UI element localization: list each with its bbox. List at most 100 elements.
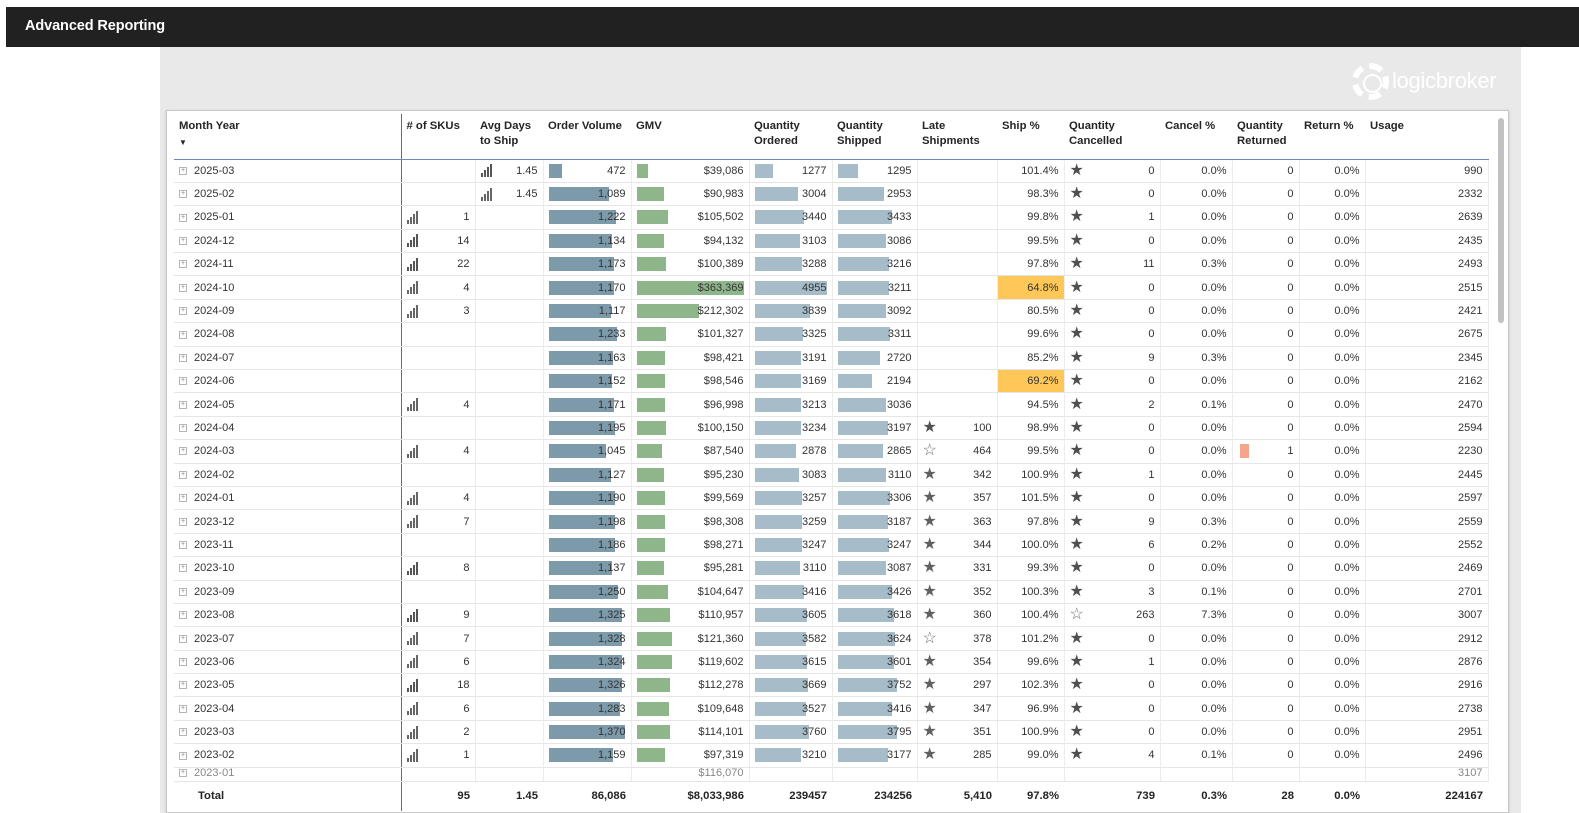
table-row[interactable]: +2024-01 4 1,190 $99,569 3257 3306 ★ 357 101.5% ★…: [174, 486, 1489, 511]
expand-row-icon[interactable]: +: [179, 400, 187, 409]
month-year-cell: +2023-04: [174, 696, 402, 721]
expand-row-icon[interactable]: +: [179, 751, 187, 760]
qty-shipped-value: 2720: [887, 351, 912, 364]
return-pct: 0.0%: [1299, 603, 1366, 628]
table-row[interactable]: +2024-10 4 1,170 $363,369 4955 3211 64.8% ★ 0 0.0…: [174, 275, 1489, 300]
qty-ordered-wrap: 3760: [754, 723, 827, 741]
order-volume-cell: 1,173: [543, 252, 632, 277]
expand-row-icon[interactable]: +: [179, 447, 187, 456]
col-header-qty-ordered[interactable]: Quantity Ordered: [749, 114, 832, 160]
col-header-month-year[interactable]: Month Year ▼: [174, 114, 402, 160]
expand-row-icon[interactable]: +: [179, 330, 187, 339]
expand-row-icon[interactable]: +: [179, 166, 187, 175]
table-row[interactable]: +2023-03 2 1,370 $114,101 3760 3795 ★ 351 100.9%…: [174, 720, 1489, 745]
col-header-cancel-pct[interactable]: Cancel %: [1160, 114, 1232, 160]
usage: 2515: [1365, 275, 1489, 300]
vertical-scrollbar[interactable]: [1498, 118, 1504, 323]
expand-row-icon[interactable]: +: [179, 236, 187, 245]
expand-row-icon[interactable]: +: [179, 307, 187, 316]
star-filled-icon: ★: [1069, 629, 1084, 647]
avg-days-cell: [475, 580, 544, 604]
table-row[interactable]: +2023-08 9 1,325 $110,957 3605 3618 ★ 360 100.4%…: [174, 603, 1489, 628]
expand-row-icon[interactable]: +: [179, 424, 187, 433]
expand-row-icon[interactable]: +: [179, 728, 187, 737]
expand-row-icon[interactable]: +: [179, 470, 187, 479]
table-row[interactable]: +2023-04 6 1,283 $109,648 3527 3416 ★ 347 96.9% ★…: [174, 696, 1489, 721]
table-row[interactable]: +2023-02 1 1,159 $97,319 3210 3177 ★ 285 99.0% ★ 4…: [174, 743, 1489, 768]
col-header-avg-days[interactable]: Avg Days to Ship: [475, 114, 543, 160]
late-shipments-wrap: [923, 232, 992, 250]
col-header-skus[interactable]: # of SKUs: [401, 114, 475, 160]
expand-row-icon[interactable]: +: [179, 377, 187, 386]
expand-row-icon[interactable]: +: [179, 283, 187, 292]
col-header-order-volume[interactable]: Order Volume: [543, 114, 631, 160]
star-filled-icon: ★: [1069, 231, 1084, 249]
table-row[interactable]: +2025-01 1 1,222 $105,502 3440 3433 99.8% ★ 1 0.0…: [174, 205, 1489, 230]
expand-row-icon[interactable]: +: [179, 587, 187, 596]
gmv-bar: [636, 374, 666, 389]
qty-ordered-bar: [754, 304, 810, 319]
qty-ordered-value: 3527: [802, 702, 827, 715]
expand-row-icon[interactable]: +: [179, 611, 187, 620]
table-row[interactable]: +2024-07 1,163 $98,421 3191 2720 85.2% ★ 9 0.3% 0…: [174, 346, 1489, 371]
col-header-late-shipments[interactable]: Late Shipments: [917, 114, 997, 160]
col-header-gmv[interactable]: GMV: [631, 114, 749, 160]
table-row[interactable]: +2025-02 1.45 1,089 $90,983 3004 2953 98.3% ★ 0 0…: [174, 182, 1489, 207]
logicbroker-logo: logicbroker: [1352, 62, 1497, 100]
qty-shipped-value: 2194: [887, 375, 912, 388]
qty-returned-wrap: 0: [1238, 279, 1293, 297]
col-header-qty-cancelled[interactable]: Quantity Cancelled: [1064, 114, 1160, 160]
col-header-ship-pct[interactable]: Ship %: [997, 114, 1064, 160]
sort-desc-icon[interactable]: ▼: [179, 138, 187, 147]
expand-row-icon[interactable]: +: [179, 564, 187, 573]
col-header-qty-returned[interactable]: Quantity Returned: [1232, 114, 1299, 160]
expand-row-icon[interactable]: +: [179, 494, 187, 503]
table-row[interactable]: +2024-06 1,152 $98,546 3169 2194 69.2% ★ 0 0.0% 0…: [174, 369, 1489, 394]
table-row-partial[interactable]: +2023-01 $116,070 3107: [174, 767, 1489, 782]
table-row[interactable]: +2023-05 18 1,326 $112,278 3669 3752 ★ 297 102.3…: [174, 673, 1489, 698]
expand-row-icon[interactable]: +: [179, 260, 187, 269]
table-row[interactable]: +2024-05 4 1,171 $96,998 3213 3036 94.5% ★ 2 0.1%…: [174, 392, 1489, 417]
qty-shipped-bar: [837, 537, 889, 552]
qty-ordered-wrap: 2878: [754, 442, 827, 460]
table-row[interactable]: +2023-07 7 1,328 $121,360 3582 3624 ☆ 378 101.2%…: [174, 626, 1489, 651]
col-header-return-pct[interactable]: Return %: [1299, 114, 1365, 160]
expand-row-icon[interactable]: +: [179, 768, 187, 777]
expand-row-icon[interactable]: +: [179, 213, 187, 222]
table-row[interactable]: +2025-03 1.45 472 $39,086 1277 1295 101.4% ★ 0 0.…: [174, 159, 1489, 183]
expand-row-icon[interactable]: +: [179, 353, 187, 362]
col-header-qty-shipped[interactable]: Quantity Shipped: [832, 114, 917, 160]
expand-row-icon[interactable]: +: [179, 704, 187, 713]
table-row[interactable]: +2024-03 4 1,045 $87,540 2878 2865 ☆ 464 99.5% ★ 0…: [174, 439, 1489, 464]
star-half-icon: ★: [922, 465, 937, 483]
expand-row-icon[interactable]: +: [179, 517, 187, 526]
col-header-usage[interactable]: Usage: [1365, 114, 1488, 160]
table-row[interactable]: +2024-02 1,127 $95,230 3083 3110 ★ 342 100.9% ★ 1…: [174, 463, 1489, 487]
expand-row-icon[interactable]: +: [179, 190, 187, 199]
expand-row-icon[interactable]: +: [179, 681, 187, 690]
table-row[interactable]: +2024-04 1,195 $100,150 3234 3197 ★ 100 98.9% ★ 0…: [174, 416, 1489, 441]
table-row[interactable]: +2024-09 3 1,117 $212,302 3839 3092 80.5% ★ 0 0.0…: [174, 299, 1489, 324]
table-row[interactable]: +2024-12 14 1,134 $94,132 3103 3086 99.5% ★ 0 0.0…: [174, 229, 1489, 254]
qty-ordered-bar: [754, 608, 808, 623]
usage: 3107: [1365, 767, 1489, 782]
expand-row-icon[interactable]: +: [179, 634, 187, 643]
table-row[interactable]: +2024-11 22 1,173 $100,389 3288 3216 97.8% ★ 11 0…: [174, 252, 1489, 277]
month-year-cell: +2024-01: [174, 486, 402, 511]
order-volume-cell: 1,283: [543, 696, 632, 721]
table-row[interactable]: +2023-11 1,186 $98,271 3247 3247 ★ 344 100.0% ★ 6…: [174, 533, 1489, 558]
table-row[interactable]: +2023-12 7 1,198 $98,308 3259 3187 ★ 363 97.8% ★ 9…: [174, 509, 1489, 534]
order-volume-bar: [548, 257, 614, 272]
expand-row-icon[interactable]: +: [179, 541, 187, 550]
qty-ordered-value: 3257: [802, 492, 827, 505]
expand-row-icon[interactable]: +: [179, 657, 187, 666]
table-row[interactable]: +2023-09 1,250 $104,647 3416 3426 ★ 352 100.3% ★…: [174, 580, 1489, 604]
table-row[interactable]: +2024-08 1,233 $101,327 3325 3311 99.6% ★ 0 0.0%…: [174, 322, 1489, 347]
avg-days-cell: [475, 626, 544, 651]
gmv-bar: [636, 537, 666, 552]
table-row[interactable]: +2023-06 6 1,324 $119,602 3615 3601 ★ 354 99.6% ★…: [174, 650, 1489, 675]
qty-returned-cell: 0: [1232, 486, 1300, 511]
table-row[interactable]: +2023-10 8 1,137 $95,281 3110 3087 ★ 331 99.3% ★ 0…: [174, 556, 1489, 581]
qty-shipped-cell: 3086: [832, 229, 918, 254]
order-volume-bar: [548, 678, 623, 693]
